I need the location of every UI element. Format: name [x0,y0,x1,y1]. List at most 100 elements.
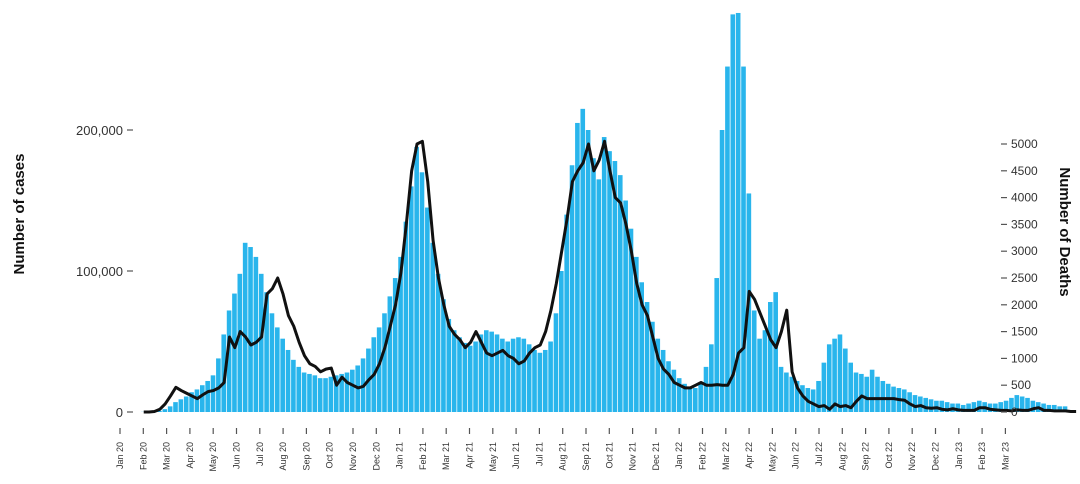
case-bar [296,367,301,412]
case-bar [275,327,280,412]
x-tick-label: Jul 22 [814,442,824,466]
case-bar [832,339,837,412]
case-bar [730,14,735,412]
case-bar [768,302,773,412]
case-bar [532,350,537,412]
case-bar [329,377,334,412]
bars-layer [141,13,1067,412]
case-bar [864,377,869,412]
left-tick-label: 200,000 [76,123,123,138]
right-tick-label: 0 [1011,405,1018,419]
x-tick-label: Mar 23 [1000,442,1010,470]
case-bar [511,339,516,412]
x-tick-label: Dec 20 [371,442,381,471]
case-bar [881,381,886,412]
case-bar [725,67,730,412]
x-tick-label: Jul 21 [534,442,544,466]
case-bar [720,130,725,412]
case-bar [543,350,548,412]
case-bar [382,313,387,412]
case-bar [913,395,918,412]
case-bar [698,384,703,412]
x-tick-label: Jan 20 [115,442,125,469]
case-bar [232,294,237,412]
case-bar [286,350,291,412]
case-bar [463,343,468,412]
case-bar [591,158,596,412]
case-bar [741,67,746,412]
left-axis-title: Number of cases [11,154,28,275]
right-tick-label: 4500 [1011,164,1038,178]
case-bar [779,367,784,412]
x-tick-label: Aug 22 [837,442,847,471]
x-tick-label: Feb 21 [418,442,428,470]
case-bar [586,130,591,412]
case-bar [870,370,875,412]
x-tick-label: Jan 23 [954,442,964,469]
x-tick-label: Jun 21 [511,442,521,469]
case-bar [425,208,430,412]
x-tick-label: Apr 22 [744,442,754,469]
right-tick-label: 1000 [1011,351,1038,365]
x-tick-label: Sep 20 [301,442,311,471]
case-bar [173,402,178,412]
x-tick-label: Feb 23 [977,442,987,470]
case-bar [789,377,794,412]
case-bar [597,179,602,412]
case-bar [548,342,553,413]
x-tick-label: Jun 20 [232,442,242,469]
right-tick-label: 5000 [1011,137,1038,151]
case-bar [538,353,543,412]
case-bar [693,388,698,412]
case-bar [238,274,243,412]
case-bar [254,257,259,412]
right-tick-label: 2000 [1011,298,1038,312]
case-bar [522,339,527,412]
case-bar [200,385,205,412]
case-bar [452,330,457,412]
case-bar [811,389,816,412]
x-tick-label: Mar 20 [162,442,172,470]
right-tick-label: 4000 [1011,191,1038,205]
case-bar [243,243,248,412]
case-bar [827,344,832,412]
case-bar [773,292,778,412]
x-tick-label: Aug 20 [278,442,288,471]
case-bar [559,271,564,412]
case-bar [313,375,318,412]
x-tick-label: Jun 22 [791,442,801,469]
case-bar [752,310,757,412]
case-bar [516,337,521,412]
x-tick-label: Oct 22 [884,442,894,469]
right-tick-label: 500 [1011,378,1031,392]
case-bar [388,296,393,412]
case-bar [484,330,489,412]
case-bar [323,378,328,412]
case-bar [307,374,312,412]
case-bar [688,387,693,412]
x-tick-label: Feb 22 [698,442,708,470]
case-bar [162,409,167,412]
case-bar [259,274,264,412]
case-bar [859,374,864,412]
case-bar [280,339,285,412]
case-bar [661,350,666,412]
case-bar [270,313,275,412]
x-tick-label: Nov 22 [907,442,917,471]
case-bar [843,349,848,412]
x-tick-label: Oct 20 [325,442,335,469]
x-tick-label: Dec 21 [651,442,661,471]
case-bar [554,313,559,412]
case-bar [468,346,473,412]
case-bar [607,151,612,412]
case-bar [473,342,478,413]
case-bar [436,274,441,412]
right-tick-label: 2500 [1011,271,1038,285]
x-tick-label: Nov 21 [628,442,638,471]
case-bar [350,370,355,412]
case-bar [875,377,880,412]
case-bar [195,389,200,412]
